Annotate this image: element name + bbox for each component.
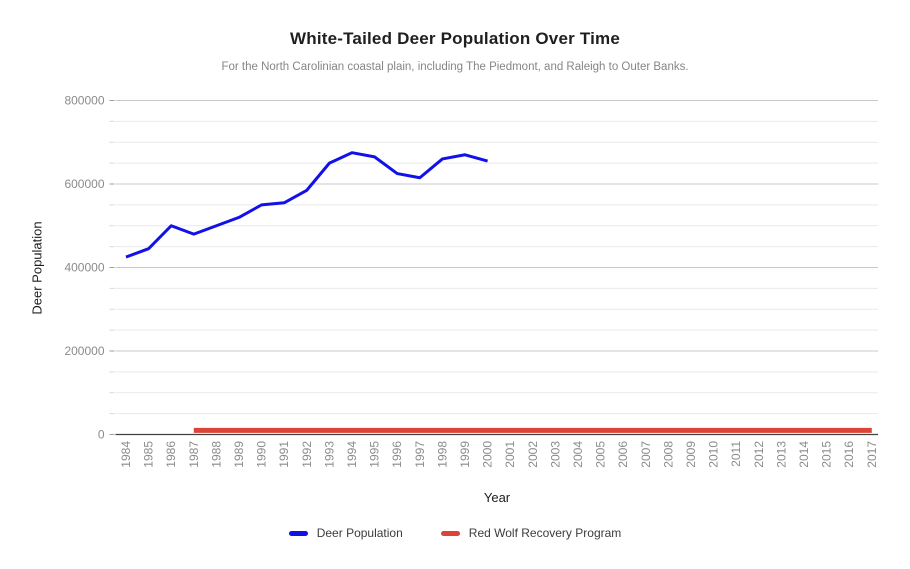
- x-tick-label: 2003: [548, 441, 562, 468]
- x-tick-label: 1991: [277, 441, 291, 468]
- x-tick-label: 1988: [209, 441, 223, 468]
- x-tick-label: 1986: [164, 441, 178, 468]
- x-tick-label: 2013: [774, 441, 788, 468]
- red-wolf-recovery-swatch-icon: [440, 530, 460, 536]
- x-tick-label: 1999: [458, 441, 472, 468]
- y-tick-label: 600000: [64, 177, 104, 191]
- x-tick-label: 2014: [797, 441, 811, 468]
- x-tick-label: 1992: [300, 441, 314, 468]
- x-tick-label: 1997: [413, 441, 427, 468]
- x-tick-label: 2012: [752, 441, 766, 468]
- legend-item-red-wolf-recovery-program: Red Wolf Recovery Program: [440, 526, 622, 540]
- x-tick-label: 1996: [390, 441, 404, 468]
- x-tick-label: 2017: [865, 441, 879, 468]
- x-tick-label: 2008: [661, 441, 675, 468]
- x-tick-label: 2005: [594, 441, 608, 468]
- legend-item-deer-population: Deer Population: [288, 526, 403, 540]
- x-tick-label: 1987: [187, 441, 201, 468]
- x-tick-label: 2007: [639, 441, 653, 468]
- deer-population-swatch-icon: [288, 530, 308, 536]
- chart-title: White-Tailed Deer Population Over Time: [289, 29, 621, 48]
- x-tick-label: 2015: [820, 441, 834, 468]
- y-tick-label: 0: [98, 428, 105, 442]
- x-tick-label: 2006: [616, 441, 630, 468]
- x-tick-label: 1994: [345, 441, 359, 468]
- x-tick-label: 1995: [368, 441, 382, 468]
- legend-label: Red Wolf Recovery Program: [468, 526, 622, 540]
- x-tick-label: 2000: [481, 441, 495, 468]
- y-tick-label: 400000: [64, 261, 104, 275]
- x-tick-label: 2001: [503, 441, 517, 468]
- x-axis-title: Year: [483, 490, 511, 505]
- x-tick-label: 1985: [142, 441, 156, 468]
- y-tick-label: 200000: [64, 344, 104, 358]
- x-tick-label: 1990: [255, 441, 269, 468]
- legend: Deer Population Red Wolf Recovery Progra…: [0, 526, 910, 540]
- deer-population-line: [125, 151, 489, 259]
- x-tick-label: 2004: [571, 441, 585, 468]
- x-tick-label: 1998: [435, 441, 449, 468]
- chart-subtitle: For the North Carolinian coastal plain, …: [221, 61, 689, 73]
- legend-label: Deer Population: [316, 526, 403, 540]
- x-tick-label: 2010: [707, 441, 721, 468]
- y-tick-label: 800000: [64, 94, 104, 108]
- x-tick-label: 1989: [232, 441, 246, 468]
- x-tick-label: 2002: [526, 441, 540, 468]
- x-tick-label: 1984: [119, 441, 133, 468]
- x-tick-label: 1993: [322, 441, 336, 468]
- x-tick-label: 2016: [842, 441, 856, 468]
- x-tick-label: 2011: [729, 441, 743, 467]
- x-tick-label: 2009: [684, 441, 698, 468]
